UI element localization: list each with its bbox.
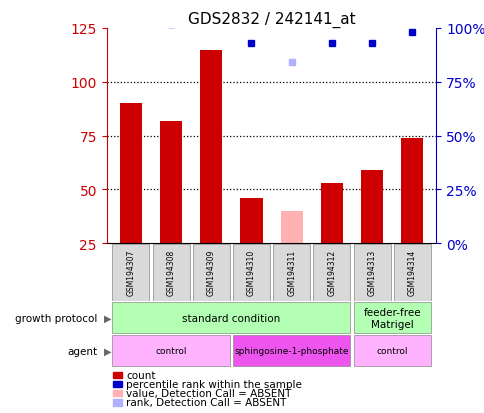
Text: GSM194312: GSM194312 bbox=[327, 249, 336, 296]
Text: GSM194307: GSM194307 bbox=[126, 249, 135, 296]
FancyBboxPatch shape bbox=[112, 302, 350, 334]
FancyBboxPatch shape bbox=[353, 302, 430, 334]
Bar bbox=[120, 104, 142, 244]
Bar bbox=[113, 390, 121, 396]
FancyBboxPatch shape bbox=[232, 335, 350, 367]
Text: GSM194314: GSM194314 bbox=[407, 249, 416, 296]
Text: ▶: ▶ bbox=[104, 313, 111, 323]
FancyBboxPatch shape bbox=[112, 244, 149, 301]
Bar bbox=[113, 372, 121, 378]
FancyBboxPatch shape bbox=[192, 244, 229, 301]
FancyBboxPatch shape bbox=[313, 244, 350, 301]
Bar bbox=[320, 183, 342, 244]
Bar bbox=[160, 121, 182, 244]
FancyBboxPatch shape bbox=[112, 335, 229, 367]
Text: growth protocol: growth protocol bbox=[15, 313, 97, 323]
Bar bbox=[113, 399, 121, 406]
Bar bbox=[361, 171, 382, 244]
FancyBboxPatch shape bbox=[272, 244, 310, 301]
Text: control: control bbox=[376, 347, 407, 356]
Text: percentile rank within the sample: percentile rank within the sample bbox=[126, 379, 302, 389]
FancyBboxPatch shape bbox=[152, 244, 189, 301]
Text: GSM194309: GSM194309 bbox=[206, 249, 215, 296]
Text: agent: agent bbox=[67, 346, 97, 356]
Text: control: control bbox=[155, 347, 186, 356]
FancyBboxPatch shape bbox=[353, 244, 390, 301]
Bar bbox=[200, 50, 222, 244]
FancyBboxPatch shape bbox=[232, 244, 270, 301]
Text: feeder-free
Matrigel: feeder-free Matrigel bbox=[363, 307, 420, 329]
Text: GSM194310: GSM194310 bbox=[246, 249, 256, 296]
FancyBboxPatch shape bbox=[353, 335, 430, 367]
Bar bbox=[280, 211, 302, 244]
Text: GSM194308: GSM194308 bbox=[166, 249, 175, 296]
Text: value, Detection Call = ABSENT: value, Detection Call = ABSENT bbox=[126, 388, 291, 398]
Text: count: count bbox=[126, 370, 156, 380]
Text: rank, Detection Call = ABSENT: rank, Detection Call = ABSENT bbox=[126, 397, 286, 407]
Bar bbox=[400, 138, 423, 244]
FancyBboxPatch shape bbox=[393, 244, 430, 301]
Bar bbox=[240, 199, 262, 244]
Text: GSM194311: GSM194311 bbox=[287, 249, 296, 296]
Bar bbox=[113, 381, 121, 387]
Text: GSM194313: GSM194313 bbox=[367, 249, 376, 296]
Text: standard condition: standard condition bbox=[182, 313, 280, 323]
Text: sphingosine-1-phosphate: sphingosine-1-phosphate bbox=[234, 347, 348, 356]
Title: GDS2832 / 242141_at: GDS2832 / 242141_at bbox=[187, 12, 355, 28]
Text: ▶: ▶ bbox=[104, 346, 111, 356]
